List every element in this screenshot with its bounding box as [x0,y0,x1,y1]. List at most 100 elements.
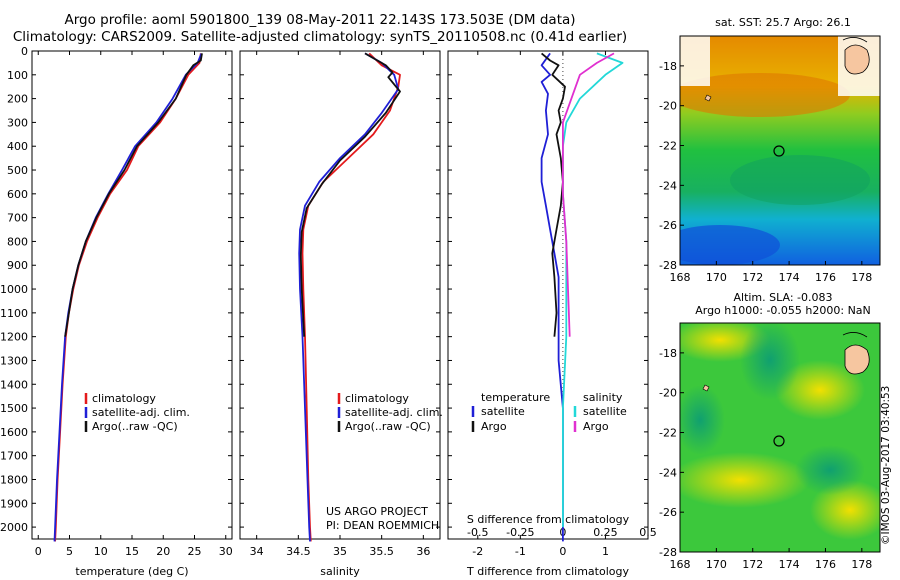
ytick-label: 1000 [0,283,28,296]
legend-t-argo-label: Argo [481,420,507,433]
ytick-label: 1100 [0,307,28,320]
sst-cold-patch [680,225,780,265]
legend-argo-label: Argo(..raw -QC) [345,420,431,433]
sst-map-xtick-label: 178 [851,271,872,284]
series-line-temperature-argo [541,52,566,337]
difference-panel [447,50,649,540]
series-line-climatology [54,53,202,542]
sla-map-ytick-label: -18 [659,347,677,360]
legend-s-satellite-label: satellite [583,405,627,418]
ytick-label: 100 [7,69,28,82]
chart-title-line1: Argo profile: aoml 5901800_139 08-May-20… [64,12,576,28]
temperature-legend: climatology satellite-adj. clim. Argo(..… [84,392,190,433]
ytick-label: 600 [7,188,28,201]
sla-map-ytick-label: -20 [659,387,677,400]
ytick-label: 1500 [0,402,28,415]
project-name: US ARGO PROJECT [326,505,428,518]
sst-missing-area [680,36,710,86]
legend-salinity-head: salinity [583,391,623,404]
sst-map-xtick-label: 176 [815,271,836,284]
sla-map-xtick-label: 174 [779,558,800,571]
ytick-label: 2000 [0,521,28,534]
sla-map-xtick-label: 176 [815,558,836,571]
xtick-label: 34.5 [286,545,311,558]
sst-map-ytick-label: -22 [659,140,677,153]
fiji-island [844,44,870,75]
ytick-label: 400 [7,140,28,153]
xtick-label: 20 [156,545,170,558]
series-line-argo-raw-qc- [64,53,203,337]
difference-legend: temperature salinity satellite satellite… [471,391,627,433]
s-tick-label: -0.5 [467,526,488,539]
sla-high-patch [810,480,880,540]
sla-map-ytick-label: -28 [659,546,677,559]
ytick-label: 1800 [0,473,28,486]
xtick-label: 1 [602,545,609,558]
sla-map-ytick-label: -26 [659,506,677,519]
sla-map-ytick-label: -22 [659,427,677,440]
sst-map-ytick-label: -18 [659,60,677,73]
salinity-legend: climatology satellite-adj. clim. Argo(..… [337,392,443,433]
legend-climatology-label: climatology [345,392,409,405]
legend-satellite-label: satellite-adj. clim. [92,406,190,419]
xtick-label: 10 [94,545,108,558]
ytick-label: 900 [7,259,28,272]
sst-map-xtick-label: 172 [742,271,763,284]
sla-map-ytick-label: -24 [659,466,677,479]
ytick-label: 1200 [0,331,28,344]
plot-salinity: 34 34.5 35 35.5 36 [240,50,440,558]
ytick-label: 1900 [0,497,28,510]
coastline [842,332,868,338]
sla-map-title-2: Argo h1000: -0.055 h2000: NaN [695,304,871,317]
sst-map-ytick-label: -24 [659,179,677,192]
xtick-label: 15 [125,545,139,558]
temperature-xlabel: temperature (deg C) [75,565,188,578]
legend-climatology-label: climatology [92,392,156,405]
s-tick-label: -0.25 [506,526,534,539]
ytick-label: 1600 [0,426,28,439]
legend-temperature-head: temperature [481,391,550,404]
sla-map-title-1: Altim. SLA: -0.083 [733,291,833,304]
sst-map-title: sat. SST: 25.7 Argo: 26.1 [715,16,851,29]
sla-map-xtick-label: 178 [851,558,872,571]
xtick-label: 25 [188,545,202,558]
coastline [842,37,868,43]
ytick-label: 700 [7,212,28,225]
sla-low-patch [740,323,800,400]
sla-map-xtick-label: 172 [742,558,763,571]
series-line-climatology [301,52,401,542]
sst-map-frame [679,35,881,266]
series-line-satellite-adj-clim- [53,53,203,542]
legend-t-satellite-label: satellite [481,405,525,418]
s-diff-xlabel: S difference from climatology [467,513,630,526]
ytick-label: 1400 [0,378,28,391]
legend-s-argo-label: Argo [583,420,609,433]
sla-map-frame [679,322,881,553]
argo-position-marker [773,145,785,157]
xtick-label: -1 [515,545,526,558]
island [704,94,712,102]
chart-title-line2: Climatology: CARS2009. Satellite-adjuste… [12,29,628,45]
sla-low-patch [680,385,725,455]
xtick-label: 34 [250,545,264,558]
sla-map-xtick-label: 170 [706,558,727,571]
ytick-label: 500 [7,164,28,177]
sla-low-patch [795,445,865,495]
ytick-label: 1300 [0,354,28,367]
plot-temperature: 0100200300400500600700800900100011001200… [0,45,233,558]
sst-map-ytick-label: -26 [659,219,677,232]
project-pi: PI: DEAN ROEMMICH [326,519,439,532]
salinity-xlabel: salinity [320,565,360,578]
xtick-label: 5 [66,545,73,558]
sla-map-xtick-label: 168 [670,558,691,571]
sst-map-ytick-label: -28 [659,259,677,272]
fiji-island [844,344,870,375]
xtick-label: -2 [472,545,483,558]
island [702,384,710,392]
sla-high-patch [680,452,810,508]
ytick-label: 300 [7,116,28,129]
sst-map-xtick-label: 170 [706,271,727,284]
xtick-label: 35.5 [369,545,394,558]
s-tick-label: 0.5 [639,526,657,539]
